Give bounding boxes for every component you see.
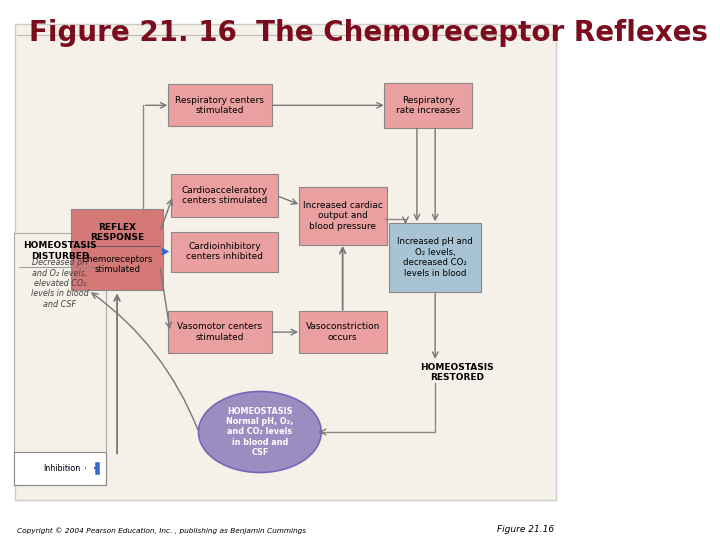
FancyBboxPatch shape bbox=[14, 451, 106, 485]
Text: Increased pH and
O₂ levels,
decreased CO₂
levels in blood: Increased pH and O₂ levels, decreased CO… bbox=[397, 238, 473, 278]
Text: HOMEOSTASIS
Normal pH, O₂,
and CO₂ levels
in blood and
CSF: HOMEOSTASIS Normal pH, O₂, and CO₂ level… bbox=[226, 407, 294, 457]
Ellipse shape bbox=[199, 392, 321, 472]
Text: Decreased pH
and O₂ levels,
elevated CO₂
levels in blood
and CSF: Decreased pH and O₂ levels, elevated CO₂… bbox=[31, 258, 89, 309]
FancyBboxPatch shape bbox=[15, 24, 556, 500]
FancyBboxPatch shape bbox=[390, 223, 481, 292]
Text: Increased cardiac
output and
blood pressure: Increased cardiac output and blood press… bbox=[302, 201, 382, 231]
FancyBboxPatch shape bbox=[171, 174, 278, 217]
FancyBboxPatch shape bbox=[384, 83, 472, 128]
Text: Cardioacceleratory
centers stimulated: Cardioacceleratory centers stimulated bbox=[181, 186, 268, 205]
FancyBboxPatch shape bbox=[171, 232, 278, 272]
Text: Vasomotor centers
stimulated: Vasomotor centers stimulated bbox=[177, 322, 262, 342]
FancyBboxPatch shape bbox=[14, 233, 106, 485]
Text: Copyright © 2004 Pearson Education, Inc. , publishing as Benjamin Cummings: Copyright © 2004 Pearson Education, Inc.… bbox=[17, 527, 306, 534]
FancyBboxPatch shape bbox=[299, 311, 387, 353]
FancyBboxPatch shape bbox=[168, 311, 271, 353]
Text: REFLEX
RESPONSE: REFLEX RESPONSE bbox=[90, 222, 144, 242]
Text: HOMEOSTASIS
RESTORED: HOMEOSTASIS RESTORED bbox=[420, 363, 494, 382]
Text: Vasoconstriction
occurs: Vasoconstriction occurs bbox=[305, 322, 380, 342]
Text: Cardioinhibitory
centers inhibited: Cardioinhibitory centers inhibited bbox=[186, 242, 263, 261]
Text: Figure 21. 16  The Chemoreceptor Reflexes: Figure 21. 16 The Chemoreceptor Reflexes bbox=[29, 19, 708, 47]
FancyBboxPatch shape bbox=[71, 208, 163, 291]
FancyBboxPatch shape bbox=[299, 187, 387, 245]
Text: Chemoreceptors
stimulated: Chemoreceptors stimulated bbox=[81, 255, 153, 274]
FancyBboxPatch shape bbox=[168, 84, 271, 126]
Text: Respiratory
rate increases: Respiratory rate increases bbox=[396, 96, 461, 115]
Text: Figure 21.16: Figure 21.16 bbox=[497, 524, 554, 534]
Text: HOMEOSTASIS
DISTURBED: HOMEOSTASIS DISTURBED bbox=[23, 241, 96, 261]
Text: Inhibition: Inhibition bbox=[42, 464, 80, 472]
Text: Respiratory centers
stimulated: Respiratory centers stimulated bbox=[176, 96, 264, 115]
